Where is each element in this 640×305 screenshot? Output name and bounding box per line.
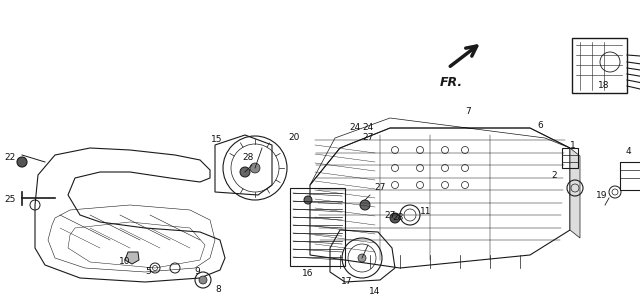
Text: 9: 9 [194, 267, 200, 277]
Bar [572, 38, 627, 93]
Text: 14: 14 [369, 288, 381, 296]
Text: 4: 4 [625, 148, 631, 156]
Bar [620, 162, 640, 190]
Text: 27: 27 [362, 134, 374, 142]
Bar [562, 148, 578, 168]
Circle shape [390, 213, 400, 223]
Text: 27: 27 [384, 210, 396, 220]
Circle shape [304, 196, 312, 204]
Text: 15: 15 [211, 135, 223, 145]
Text: 6: 6 [537, 120, 543, 130]
Polygon shape [125, 252, 139, 264]
Text: 5: 5 [145, 267, 151, 277]
Text: 25: 25 [4, 196, 16, 204]
Text: 2: 2 [551, 170, 557, 180]
Text: 24: 24 [349, 124, 360, 132]
Polygon shape [570, 148, 580, 238]
Text: 11: 11 [420, 207, 432, 217]
Text: 28: 28 [392, 214, 404, 223]
Text: 22: 22 [4, 153, 15, 163]
Circle shape [199, 276, 207, 284]
Text: 17: 17 [341, 278, 353, 286]
Text: 24: 24 [362, 124, 374, 132]
Circle shape [360, 200, 370, 210]
Text: FR.: FR. [440, 76, 463, 89]
Text: 20: 20 [288, 134, 300, 142]
Circle shape [250, 163, 260, 173]
Circle shape [358, 254, 366, 262]
Text: 10: 10 [119, 257, 131, 267]
Bar [290, 188, 345, 266]
Text: 19: 19 [596, 191, 608, 199]
Text: 27: 27 [374, 184, 386, 192]
Text: 18: 18 [598, 81, 610, 89]
Text: 28: 28 [243, 153, 253, 163]
Text: 16: 16 [302, 268, 314, 278]
Circle shape [240, 167, 250, 177]
Circle shape [17, 157, 27, 167]
Text: 1: 1 [570, 141, 576, 149]
Text: 7: 7 [465, 107, 471, 117]
Text: 8: 8 [215, 285, 221, 293]
